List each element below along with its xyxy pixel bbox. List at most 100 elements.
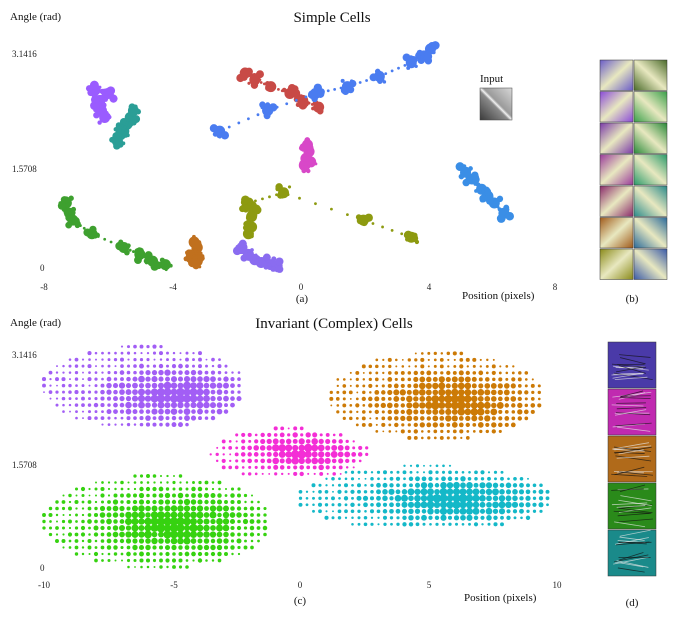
data-point: [273, 426, 278, 431]
data-point: [170, 505, 178, 512]
data-point: [483, 401, 491, 409]
data-point: [183, 524, 191, 532]
data-point: [139, 344, 144, 349]
filter-stroke: [617, 507, 653, 514]
data-point: [422, 471, 426, 474]
data-point: [388, 423, 392, 427]
data-point: [68, 211, 72, 215]
data-point: [451, 415, 458, 422]
data-point: [164, 395, 171, 403]
data-point: [125, 121, 129, 125]
data-point: [325, 432, 330, 437]
data-point: [107, 552, 111, 556]
filter-stroke: [619, 536, 645, 541]
data-point: [190, 250, 194, 253]
data-point: [75, 221, 78, 225]
data-point: [480, 470, 485, 475]
data-point: [363, 470, 368, 474]
data-point: [342, 390, 347, 395]
data-point: [349, 416, 353, 421]
data-point: [93, 108, 98, 112]
data-point: [532, 483, 537, 488]
data-point: [172, 493, 176, 498]
data-point: [326, 89, 330, 93]
data-point: [68, 195, 74, 201]
data-point: [171, 422, 177, 428]
data-point: [133, 351, 137, 355]
data-point: [238, 248, 244, 255]
data-point: [150, 388, 159, 396]
data-point: [525, 502, 531, 508]
data-point: [139, 558, 144, 563]
data-point: [339, 472, 342, 475]
data-point: [118, 239, 124, 245]
data-point: [81, 410, 85, 413]
data-point: [80, 486, 86, 492]
data-point: [406, 66, 411, 70]
data-point: [492, 358, 495, 361]
data-point: [408, 476, 414, 482]
data-point: [62, 526, 65, 530]
data-point: [242, 518, 249, 525]
data-point: [447, 476, 453, 482]
data-point: [381, 225, 384, 229]
data-point: [184, 402, 190, 408]
data-point: [229, 518, 236, 525]
data-point: [490, 408, 498, 416]
data-point: [447, 358, 450, 361]
data-point: [177, 401, 184, 409]
data-point: [243, 545, 248, 550]
data-point: [106, 532, 112, 537]
data-point: [236, 506, 242, 511]
data-point: [178, 551, 183, 557]
data-point: [455, 162, 465, 172]
data-point: [203, 518, 210, 525]
data-point: [197, 499, 203, 505]
data-point: [390, 228, 394, 232]
data-point: [293, 471, 298, 476]
data-point: [464, 382, 472, 390]
data-point: [177, 511, 184, 519]
data-point: [390, 69, 394, 73]
data-point: [165, 487, 170, 491]
data-point: [166, 358, 169, 362]
data-point: [472, 423, 477, 427]
data-point: [332, 433, 336, 437]
data-point: [68, 364, 72, 368]
data-point: [211, 487, 215, 491]
data-point: [472, 364, 476, 368]
data-point: [247, 452, 252, 457]
data-point: [166, 351, 169, 355]
data-point: [198, 416, 202, 421]
panel-a-ticks: -8 -4 0 4 8 3.1416 1.5708 0: [12, 49, 558, 292]
data-point: [62, 494, 65, 497]
data-point: [365, 79, 368, 82]
data-point: [256, 526, 261, 530]
data-point: [229, 453, 232, 456]
data-point: [329, 396, 334, 401]
data-point: [302, 98, 306, 102]
data-point: [525, 515, 531, 520]
data-point: [74, 539, 79, 543]
data-point: [126, 422, 131, 427]
data-point: [351, 523, 354, 526]
data-point: [62, 196, 70, 204]
data-point: [407, 488, 415, 496]
filter-stroke: [617, 512, 652, 517]
data-point: [210, 370, 216, 375]
data-point: [376, 509, 381, 514]
data-point: [370, 483, 374, 487]
data-point: [484, 409, 490, 415]
filter-stroke: [615, 422, 652, 427]
data-point: [247, 117, 250, 121]
data-point: [138, 544, 145, 551]
data-point: [217, 558, 222, 563]
data-point: [538, 502, 544, 508]
data-point: [100, 500, 105, 504]
data-point: [94, 494, 98, 497]
data-point: [114, 481, 117, 484]
data-point: [82, 378, 84, 381]
data-point: [68, 358, 72, 361]
data-point: [377, 523, 380, 526]
data-point: [381, 416, 386, 421]
